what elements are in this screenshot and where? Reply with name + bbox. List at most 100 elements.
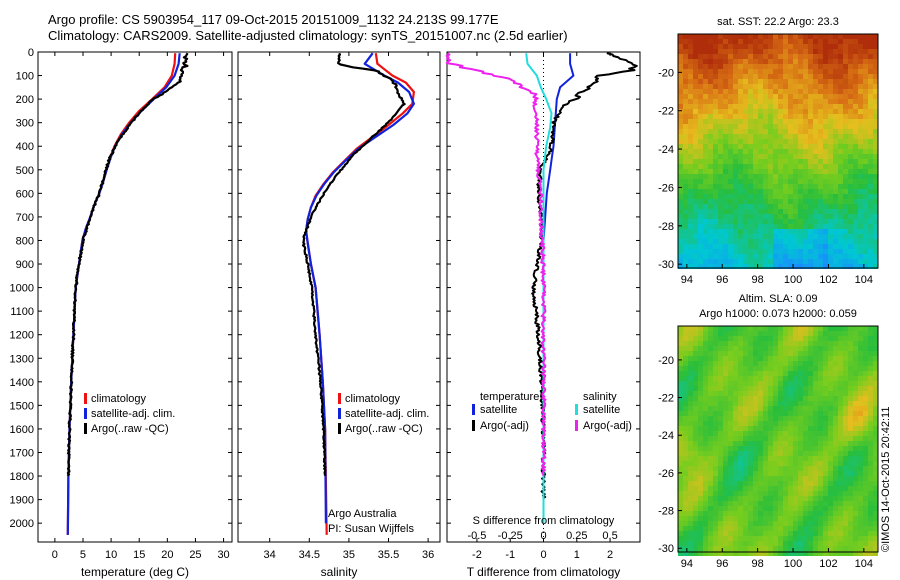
heatmap-cell xyxy=(868,89,873,94)
heatmap-cell xyxy=(853,249,858,254)
heatmap-cell xyxy=(733,69,738,74)
heatmap-cell xyxy=(688,119,693,124)
heatmap-cell xyxy=(678,356,683,361)
heatmap-cell xyxy=(833,461,838,466)
heatmap-cell xyxy=(763,79,768,84)
heatmap-cell xyxy=(688,179,693,184)
heatmap-cell xyxy=(788,264,793,269)
heatmap-cell xyxy=(868,189,873,194)
heatmap-cell xyxy=(818,481,823,486)
heatmap-cell xyxy=(753,199,758,204)
heatmap-cell xyxy=(808,234,813,239)
heatmap-cell xyxy=(703,516,708,521)
heatmap-cell xyxy=(758,169,763,174)
heatmap-cell xyxy=(773,259,778,264)
heatmap-cell xyxy=(698,264,703,269)
heatmap-cell xyxy=(768,229,773,234)
heatmap-cell xyxy=(683,466,688,471)
heatmap-cell xyxy=(748,341,753,346)
heatmap-cell xyxy=(818,506,823,511)
heatmap-cell xyxy=(758,401,763,406)
heatmap-cell xyxy=(773,426,778,431)
heatmap-cell xyxy=(743,386,748,391)
heatmap-cell xyxy=(773,466,778,471)
heatmap-cell xyxy=(838,154,843,159)
heatmap-cell xyxy=(708,541,713,546)
heatmap-cell xyxy=(688,511,693,516)
heatmap-cell xyxy=(803,99,808,104)
heatmap-cell xyxy=(738,49,743,54)
sst_map-y-tick-label: -22 xyxy=(658,106,674,118)
heatmap-cell xyxy=(773,119,778,124)
heatmap-cell xyxy=(828,431,833,436)
heatmap-cell xyxy=(843,386,848,391)
heatmap-cell xyxy=(813,264,818,269)
heatmap-cell xyxy=(728,149,733,154)
heatmap-cell xyxy=(738,546,743,551)
heatmap-cell xyxy=(698,124,703,129)
heatmap-cell xyxy=(788,254,793,259)
heatmap-cell xyxy=(818,471,823,476)
heatmap-cell xyxy=(763,506,768,511)
heatmap-cell xyxy=(843,54,848,59)
heatmap-cell xyxy=(803,144,808,149)
sst_map-frame xyxy=(677,33,879,269)
legend-swatch xyxy=(338,408,341,419)
heatmap-cell xyxy=(868,109,873,114)
heatmap-cell xyxy=(753,129,758,134)
heatmap-cell xyxy=(723,376,728,381)
heatmap-cell xyxy=(793,44,798,49)
heatmap-cell xyxy=(788,471,793,476)
heatmap-cell xyxy=(728,426,733,431)
heatmap-cell xyxy=(808,416,813,421)
heatmap-cell xyxy=(743,219,748,224)
heatmap-cell xyxy=(783,441,788,446)
heatmap-cell xyxy=(818,209,823,214)
heatmap-cell xyxy=(868,351,873,356)
heatmap-cell xyxy=(803,84,808,89)
heatmap-cell xyxy=(798,254,803,259)
heatmap-cell xyxy=(788,244,793,249)
heatmap-cell xyxy=(843,254,848,259)
heatmap-cell xyxy=(723,331,728,336)
heatmap-cell xyxy=(783,431,788,436)
heatmap-cell xyxy=(828,491,833,496)
heatmap-cell xyxy=(723,249,728,254)
heatmap-cell xyxy=(723,351,728,356)
heatmap-cell xyxy=(853,184,858,189)
heatmap-cell xyxy=(778,139,783,144)
heatmap-cell xyxy=(783,516,788,521)
heatmap-cell xyxy=(708,79,713,84)
heatmap-cell xyxy=(778,441,783,446)
legend-swatch xyxy=(84,393,87,404)
heatmap-cell xyxy=(728,541,733,546)
heatmap-cell xyxy=(873,99,878,104)
heatmap-cell xyxy=(728,229,733,234)
heatmap-cell xyxy=(713,481,718,486)
heatmap-cell xyxy=(683,551,688,556)
heatmap-cell xyxy=(823,381,828,386)
heatmap-cell xyxy=(723,229,728,234)
heatmap-cell xyxy=(713,94,718,99)
heatmap-cell xyxy=(688,521,693,526)
heatmap-cell xyxy=(873,84,878,89)
heatmap-cell xyxy=(743,351,748,356)
heatmap-cell xyxy=(778,44,783,49)
heatmap-cell xyxy=(813,356,818,361)
heatmap-cell xyxy=(838,421,843,426)
heatmap-cell xyxy=(813,214,818,219)
heatmap-cell xyxy=(858,501,863,506)
heatmap-cell xyxy=(788,59,793,64)
heatmap-cell xyxy=(853,396,858,401)
heatmap-cell xyxy=(773,541,778,546)
heatmap-cell xyxy=(833,401,838,406)
heatmap-cell xyxy=(808,169,813,174)
heatmap-cell xyxy=(688,239,693,244)
heatmap-cell xyxy=(678,79,683,84)
heatmap-cell xyxy=(808,366,813,371)
heatmap-cell xyxy=(773,531,778,536)
heatmap-cell xyxy=(818,259,823,264)
heatmap-cell xyxy=(738,426,743,431)
heatmap-cell xyxy=(808,391,813,396)
heatmap-cell xyxy=(773,104,778,109)
